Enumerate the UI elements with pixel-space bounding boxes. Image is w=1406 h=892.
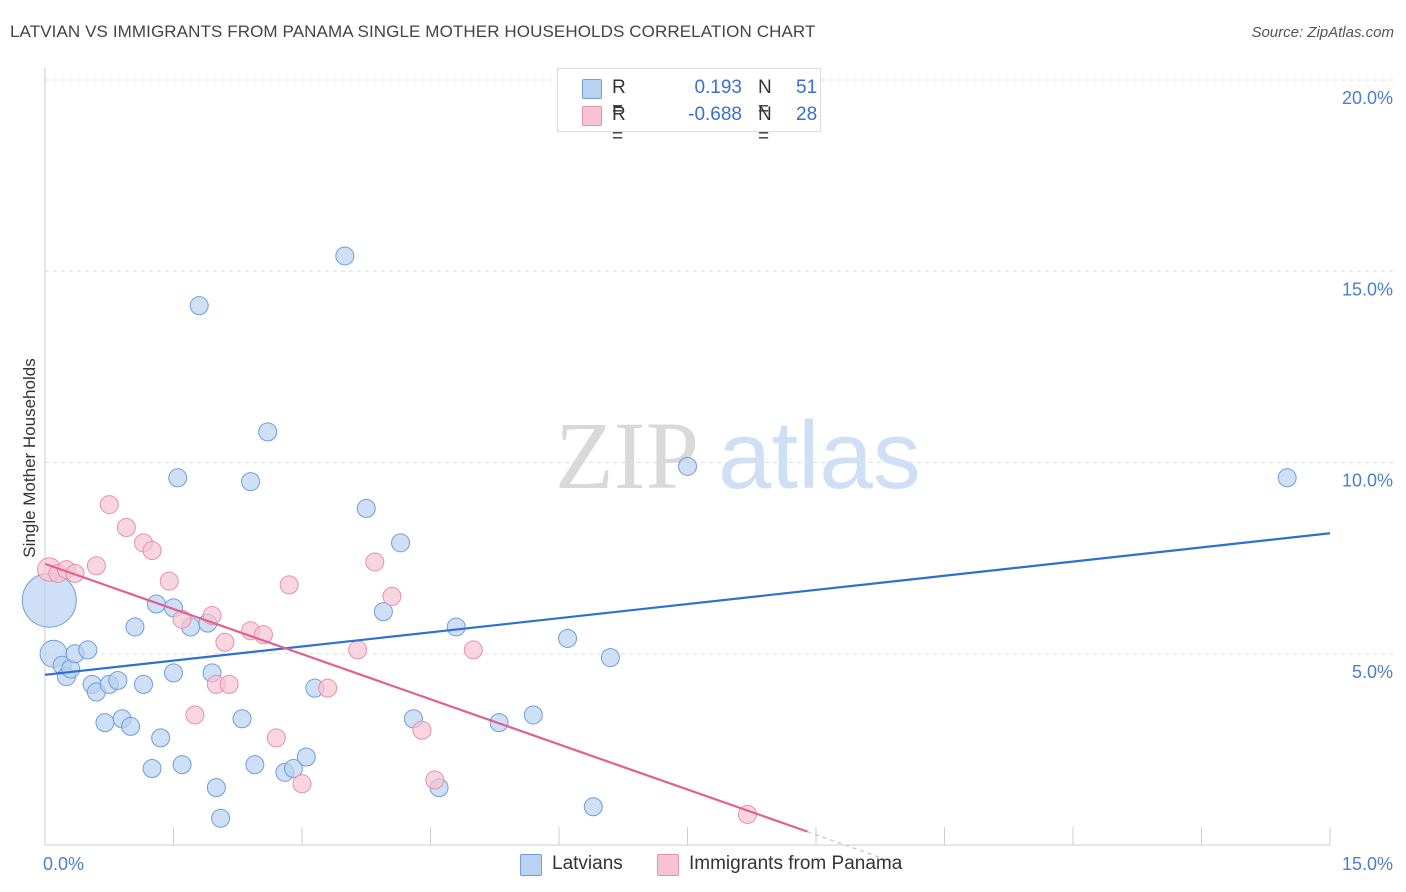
latvian-point (356, 498, 376, 518)
latvian-point (232, 709, 252, 729)
latvian-point (95, 713, 115, 733)
source-label: Source: ZipAtlas.com (1251, 24, 1394, 41)
panama-point (279, 575, 299, 595)
watermark: ZIP atlas (555, 402, 921, 509)
trend-lines (44, 532, 1331, 863)
latvian-point (245, 755, 265, 775)
panama-point (185, 705, 205, 725)
latvian-point (391, 533, 411, 553)
y-tick-label: 10.0% (1342, 471, 1393, 491)
latvian-point (373, 602, 393, 622)
latvian-point (523, 705, 543, 725)
axes (44, 68, 1331, 846)
watermark-zip: ZIP (555, 402, 699, 509)
legend-label: Latvians (552, 853, 623, 874)
latvian-point (142, 759, 162, 778)
y-tick-label: 20.0% (1342, 88, 1393, 108)
panama-point (318, 678, 338, 698)
latvian-point (134, 674, 154, 694)
latvian-point (446, 617, 466, 637)
r-value: -0.688 (688, 104, 742, 125)
r-label: R = (612, 77, 626, 120)
latvian-point (600, 648, 620, 668)
panama-point (215, 632, 235, 652)
y-tick-label: 5.0% (1352, 662, 1393, 682)
panama-point (172, 609, 192, 629)
data-points (21, 246, 1297, 828)
panama-point (99, 495, 119, 515)
n-value: 51 (796, 77, 818, 98)
n-value: 28 (796, 104, 818, 125)
panama-point (463, 640, 483, 660)
latvian-point (78, 640, 98, 660)
panama-point (425, 770, 445, 790)
panama-point (219, 674, 239, 694)
latvians-legend-swatch (520, 854, 542, 876)
latvian-point (558, 628, 578, 648)
grid (45, 79, 1395, 655)
latvian-point (283, 759, 303, 778)
legend-label: Immigrants from Panama (689, 853, 903, 874)
latvian-point (121, 716, 141, 736)
latvian-point (296, 747, 316, 767)
latvian-point (151, 728, 171, 748)
panama-point (292, 774, 312, 794)
r-value: 0.193 (694, 77, 742, 98)
panama-point (142, 540, 162, 560)
latvian-point (241, 472, 261, 492)
panama-point (382, 586, 402, 606)
panama-point (412, 720, 432, 740)
latvian-point (189, 296, 209, 316)
panama-point (116, 518, 136, 538)
chart-title: LATVIAN VS IMMIGRANTS FROM PANAMA SINGLE… (10, 22, 816, 41)
x-tick-label: 0.0% (43, 854, 84, 874)
latvian-point (678, 456, 697, 476)
latvian-point (164, 663, 183, 683)
latvian-point (583, 797, 603, 817)
panama-point (365, 552, 385, 572)
latvian-point (335, 246, 355, 266)
latvian-point (168, 468, 188, 488)
latvian-point (258, 422, 278, 442)
y-axis-label: Single Mother Households (20, 358, 39, 557)
watermark-atlas: atlas (718, 402, 921, 509)
latvian-point (172, 755, 192, 775)
trend-line (44, 562, 808, 833)
x-tick-label: 15.0% (1342, 854, 1393, 874)
latvians-swatch (582, 79, 602, 99)
n-label: N = (758, 77, 772, 120)
y-tick-label: 15.0% (1342, 279, 1393, 299)
latvian-point (108, 671, 128, 691)
trend-extension (807, 830, 894, 863)
axis-labels: 5.0% 10.0% 15.0% 20.0% 0.0% 15.0% Single Mothe… (20, 88, 1393, 874)
panama-point (86, 556, 106, 576)
panama-point (159, 571, 179, 591)
latvian-point (211, 808, 231, 828)
panama-swatch (582, 106, 602, 126)
latvian-point (1277, 468, 1297, 488)
latvian-point (206, 778, 226, 798)
panama-point (266, 728, 286, 748)
r-label: R = (612, 104, 626, 147)
panama-point (348, 640, 368, 660)
latvian-point (125, 617, 145, 637)
stats-legend: R = 0.193 N = 51 R = -0.688 N = 28 (557, 68, 821, 147)
panama-legend-swatch (657, 854, 679, 876)
n-label: N = (758, 104, 772, 147)
trend-line (44, 532, 1331, 676)
